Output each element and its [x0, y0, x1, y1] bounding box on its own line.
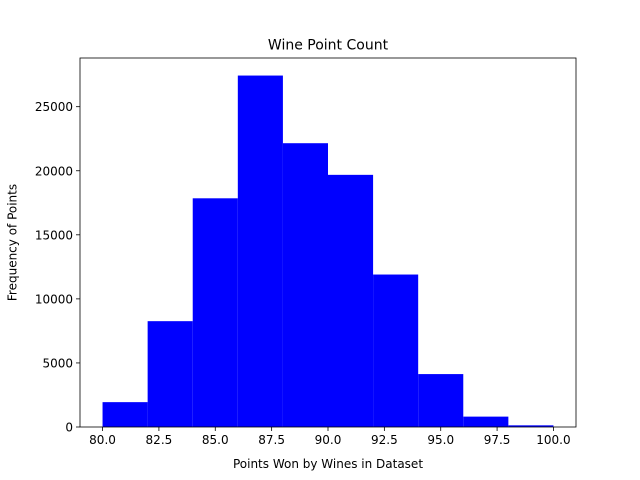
- histogram-bar-1: [147, 321, 193, 427]
- y-tick-label: 15000: [35, 228, 73, 242]
- histogram-bar-3: [237, 75, 283, 427]
- bars-group: [102, 75, 554, 427]
- x-tick-label: 82.5: [146, 433, 173, 447]
- y-tick-label: 5000: [42, 356, 73, 370]
- chart-title: Wine Point Count: [268, 38, 389, 54]
- plot-frame: [79, 57, 577, 428]
- y-axis-ticks: 0 5000 10000 15000 20000 25000: [35, 100, 80, 435]
- histogram-bar-4: [282, 143, 328, 427]
- y-axis-label: Frequency of Points: [6, 184, 20, 301]
- x-axis-ticks: 80.0 82.5 85.0 87.5 90.0 92.5 95.0 97.5 100.0: [89, 427, 571, 447]
- x-tick-label: 87.5: [258, 433, 285, 447]
- x-tick-label: 92.5: [371, 433, 398, 447]
- y-tick-label: 20000: [35, 164, 73, 178]
- x-tick-label: 80.0: [89, 433, 116, 447]
- x-tick-label: 90.0: [315, 433, 342, 447]
- histogram-bar-5: [328, 174, 374, 427]
- histogram-bar-7: [418, 374, 464, 427]
- x-tick-label: 85.0: [202, 433, 229, 447]
- x-tick-label: 100.0: [536, 433, 570, 447]
- histogram-bar-8: [463, 416, 509, 427]
- histogram-bar-2: [192, 198, 238, 427]
- x-tick-label: 97.5: [484, 433, 511, 447]
- y-tick-label: 25000: [35, 100, 73, 114]
- x-tick-label: 95.0: [427, 433, 454, 447]
- y-tick-label: 10000: [35, 292, 73, 306]
- x-axis-label: Points Won by Wines in Dataset: [233, 457, 423, 471]
- histogram-bar-9: [508, 425, 554, 427]
- y-tick-label: 0: [65, 421, 73, 435]
- histogram-bar-0: [102, 402, 148, 427]
- histogram-bar-6: [373, 274, 419, 427]
